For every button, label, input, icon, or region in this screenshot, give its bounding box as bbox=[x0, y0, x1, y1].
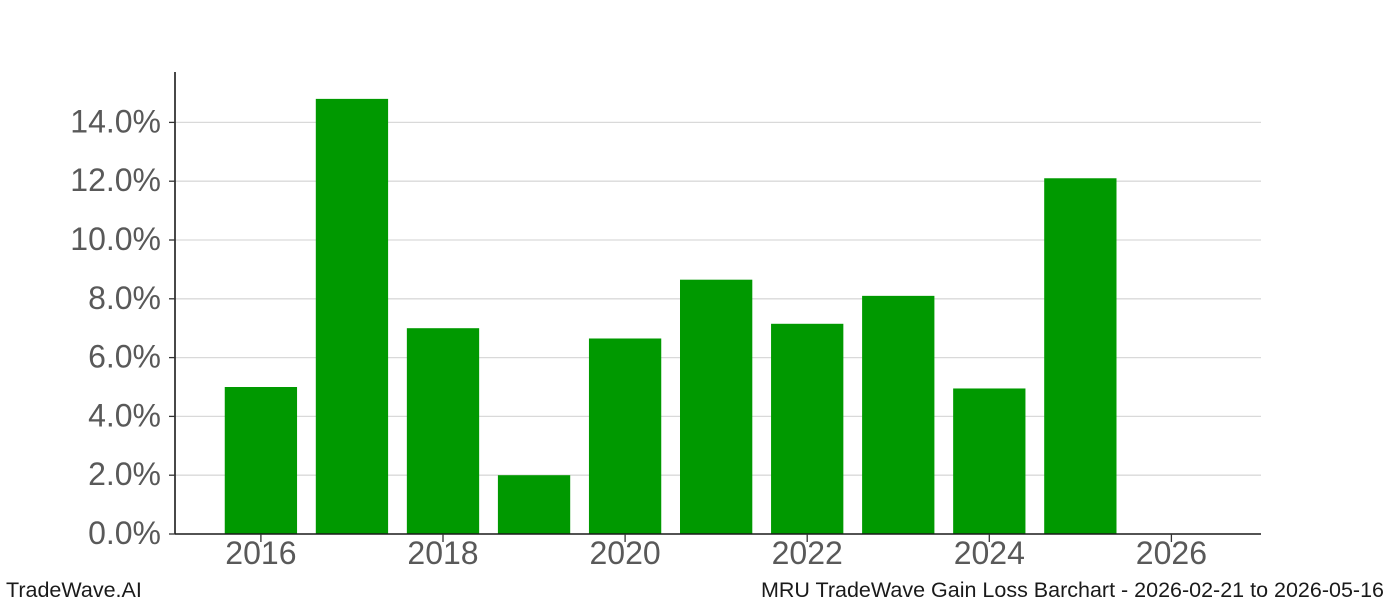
svg-text:6.0%: 6.0% bbox=[88, 339, 161, 375]
svg-text:10.0%: 10.0% bbox=[70, 221, 161, 257]
svg-text:2018: 2018 bbox=[407, 535, 478, 571]
svg-text:4.0%: 4.0% bbox=[88, 397, 161, 433]
svg-text:2026: 2026 bbox=[1136, 535, 1207, 571]
svg-text:2022: 2022 bbox=[772, 535, 843, 571]
svg-text:8.0%: 8.0% bbox=[88, 280, 161, 316]
svg-text:0.0%: 0.0% bbox=[88, 515, 161, 551]
svg-text:12.0%: 12.0% bbox=[70, 162, 161, 198]
svg-text:2.0%: 2.0% bbox=[88, 456, 161, 492]
svg-text:14.0%: 14.0% bbox=[70, 103, 161, 139]
svg-text:2020: 2020 bbox=[590, 535, 661, 571]
svg-text:2024: 2024 bbox=[954, 535, 1025, 571]
svg-text:2016: 2016 bbox=[225, 535, 296, 571]
